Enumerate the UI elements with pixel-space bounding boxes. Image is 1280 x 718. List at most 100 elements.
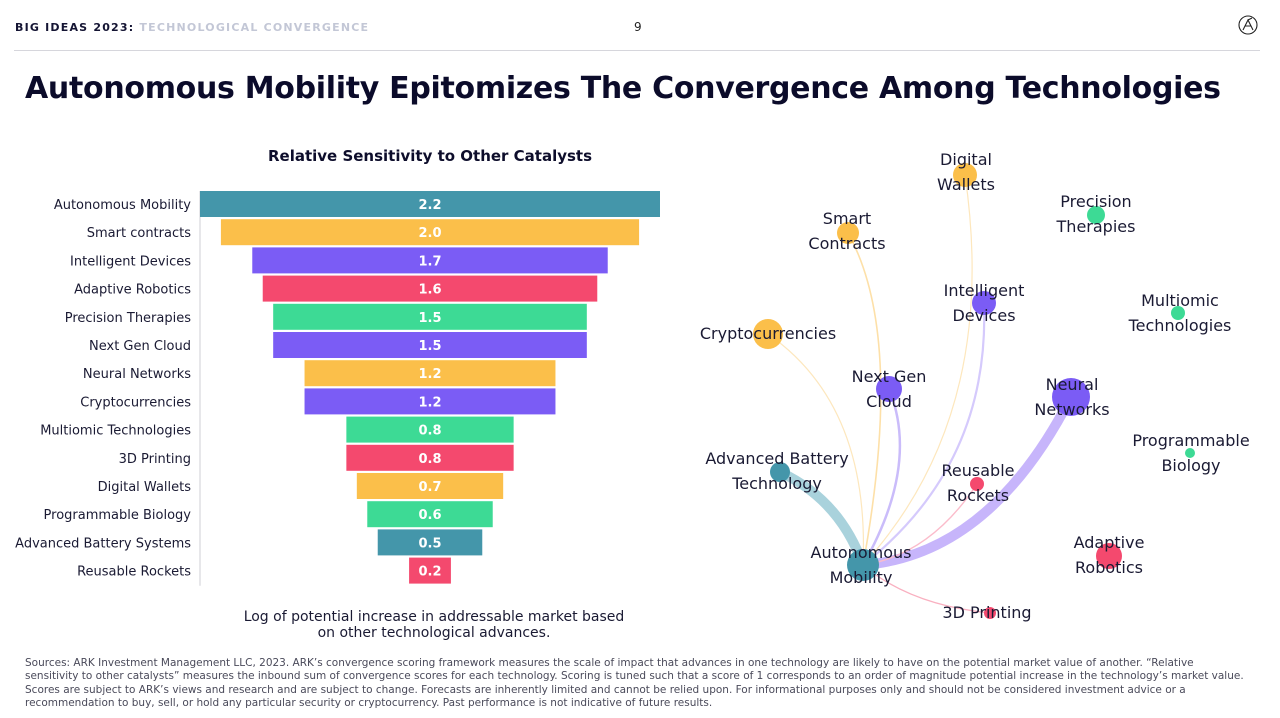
node-circle [770,462,790,482]
category-label: Precision Therapies [65,311,191,326]
network-link-intelligent-devices [861,301,986,567]
node-label: 3D Printing [942,603,1031,622]
node-circle [1087,206,1105,224]
node-label: Devices [952,306,1015,325]
category-label: Adaptive Robotics [74,283,191,298]
network-node-precision-therapies: Precision Therapies [1056,192,1136,236]
category-label: Next Gen Cloud [89,339,191,354]
node-label: Smart [823,209,871,228]
node-circle [1096,543,1122,569]
network-link-digital-wallets [862,174,973,566]
node-label: Mobility [830,568,893,587]
bar [262,275,598,302]
value-label: 0.2 [418,565,441,580]
network-node-intelligent-devices: Intelligent Devices [944,281,1025,325]
network-node-smart-contracts: Smart Contracts [808,209,885,253]
sources-footnote: Sources: ARK Investment Management LLC, … [25,657,1244,709]
node-circle [972,291,996,315]
category-label: Smart contracts [87,226,191,241]
convergence-network-diagram: Digital Wallets Precision Therapies Smart Con… [700,150,1250,622]
node-label: Rockets [947,486,1009,505]
value-label: 1.5 [418,339,441,354]
category-label: Autonomous Mobility [54,198,191,213]
network-link-smart-contracts [847,232,882,566]
node-label: Networks [1034,400,1109,419]
node-circle [753,319,783,349]
network-link-neural-networks [858,392,1076,570]
ark-circle-logo-icon [1238,15,1258,35]
page-title: Autonomous Mobility Epitomizes The Conve… [25,71,1221,106]
bar [346,416,514,443]
network-node-digital-wallets: Digital Wallets [937,150,995,194]
node-circle [970,477,984,491]
node-circle [847,549,879,581]
bar [304,360,556,387]
page-number: 9 [634,20,642,34]
value-label: 0.5 [418,536,441,551]
brand-header: BIG IDEAS 2023: TECHNOLOGICAL CONVERGENC… [15,21,369,34]
node-label: Digital [940,150,992,169]
bar [304,388,556,415]
node-label: Reusable [942,461,1015,480]
value-label: 0.8 [418,424,441,439]
category-label: Programmable Biology [44,508,192,523]
network-node-next-gen-cloud: Next Gen Cloud [852,367,927,411]
brand-sub: TECHNOLOGICAL CONVERGENCE [139,21,370,34]
value-label: 2.2 [418,198,441,213]
brand-colon: : [128,21,135,34]
bar [200,191,660,217]
node-label: Cloud [866,392,912,411]
node-label: Adaptive [1074,533,1145,552]
category-label: Neural Networks [83,367,191,382]
value-label: 1.5 [418,311,441,326]
node-label: Therapies [1056,217,1136,236]
node-label: Technology [731,474,822,493]
node-circle [1052,378,1090,416]
node-circle [876,376,902,402]
node-label: Advanced Battery [705,449,848,468]
value-label: 2.0 [418,226,441,241]
value-label: 1.7 [418,254,441,269]
node-label: Intelligent [944,281,1025,300]
category-label: Digital Wallets [98,480,192,495]
node-label: Autonomous [811,543,912,562]
node-label: Precision [1060,192,1131,211]
bar [409,557,451,584]
network-node-3d-printing: 3D Printing [942,603,1031,622]
node-circle [1185,448,1195,458]
bar [273,303,587,330]
chart-title: Relative Sensitivity to Other Catalysts [268,147,592,165]
category-label: Reusable Rockets [77,565,191,580]
category-label: Cryptocurrencies [80,395,191,410]
brand-bold: BIG IDEAS 2023 [15,21,129,34]
value-label: 0.8 [418,452,441,467]
node-label: Robotics [1075,558,1143,577]
value-label: 0.6 [418,508,441,523]
node-label: Contracts [808,234,885,253]
value-label: 1.2 [418,367,441,382]
bar [273,332,587,358]
node-label: Next Gen [852,367,927,386]
network-node-cryptocurrencies: Cryptocurrencies [700,319,836,349]
category-label: 3D Printing [119,452,191,467]
node-label: Cryptocurrencies [700,324,836,343]
node-label: Biology [1161,456,1220,475]
bar [367,501,493,528]
category-label: Advanced Battery Systems [15,536,191,551]
network-node-neural-networks: Neural Networks [1034,375,1109,419]
network-link-next-gen-cloud [861,387,902,567]
node-circle [953,163,977,187]
network-node-advanced-battery-technology: Advanced Battery Technology [705,449,848,493]
node-label: Neural [1046,375,1099,394]
node-label: Programmable [1132,431,1249,450]
bar [220,219,640,246]
node-label: Wallets [937,175,995,194]
node-label: Multiomic [1141,291,1219,310]
network-node-adaptive-robotics: Adaptive Robotics [1074,533,1145,577]
network-node-autonomous-mobility: Autonomous Mobility [811,543,912,587]
category-label: Intelligent Devices [70,254,191,269]
node-circle [837,222,859,244]
network-link-cryptocurrencies [767,333,865,566]
category-label: Multiomic Technologies [40,424,191,439]
value-label: 0.7 [418,480,441,495]
